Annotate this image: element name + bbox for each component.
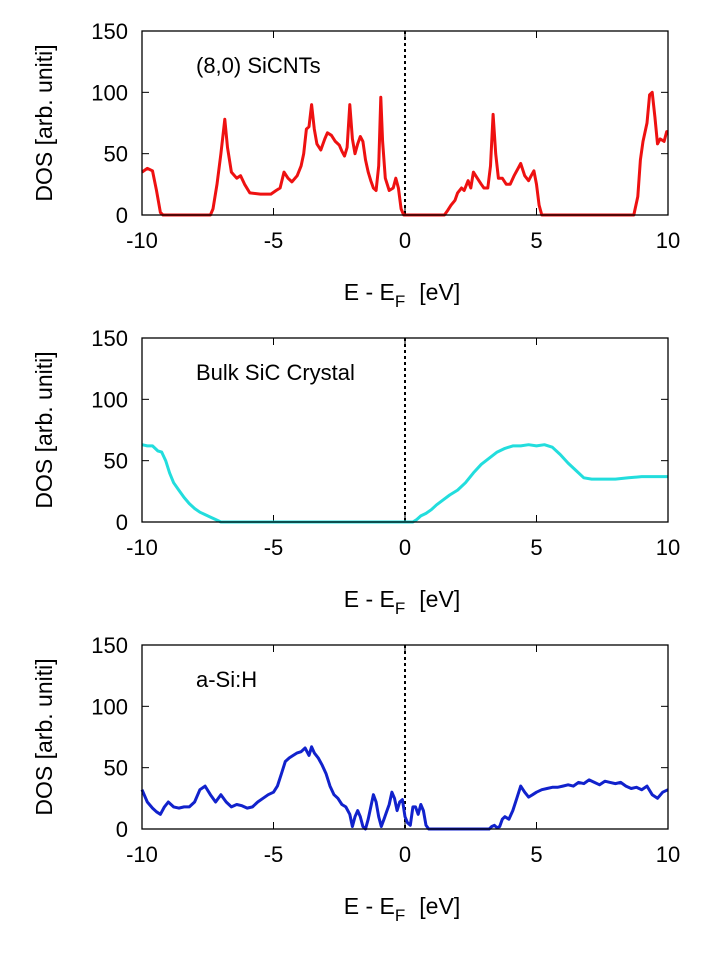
plot-frame bbox=[141, 644, 669, 830]
x-tick-label: 5 bbox=[530, 228, 542, 253]
y-axis-label: DOS [arb. uniti] bbox=[31, 44, 57, 201]
x-tick-label: 10 bbox=[656, 842, 680, 867]
x-axis-label: E - EF [eV] bbox=[344, 279, 460, 311]
x-axis-label: E - EF [eV] bbox=[344, 586, 460, 618]
panel-annotation: Bulk SiC Crystal bbox=[196, 360, 355, 385]
x-tick-label: 0 bbox=[399, 842, 411, 867]
plot-frame bbox=[141, 337, 669, 523]
y-tick-label: 100 bbox=[91, 694, 128, 719]
x-tick-label: -10 bbox=[126, 842, 158, 867]
plot-frame bbox=[141, 30, 669, 216]
y-axis-label: DOS [arb. uniti] bbox=[31, 658, 57, 815]
y-tick-label: 100 bbox=[91, 80, 128, 105]
x-tick-label: 10 bbox=[656, 535, 680, 560]
x-axis-label: E - EF [eV] bbox=[344, 893, 460, 925]
x-tick-label: -10 bbox=[126, 535, 158, 560]
x-tick-label: 10 bbox=[656, 228, 680, 253]
dos-curve bbox=[141, 90, 669, 217]
dos-curve bbox=[140, 745, 669, 831]
y-tick-label: 0 bbox=[116, 203, 128, 228]
x-axis-label-subscript: F bbox=[395, 906, 405, 925]
x-tick-label: -5 bbox=[264, 228, 284, 253]
panel-annotation: a-Si:H bbox=[196, 667, 257, 692]
y-tick-label: 50 bbox=[104, 449, 128, 474]
x-tick-label: 0 bbox=[399, 535, 411, 560]
dos-curve bbox=[141, 443, 668, 524]
x-axis-label-main: E - E bbox=[344, 586, 395, 612]
y-tick-label: 50 bbox=[104, 142, 128, 167]
x-tick-label: 5 bbox=[530, 535, 542, 560]
y-tick-label: 150 bbox=[91, 19, 128, 44]
y-axis-label: DOS [arb. uniti] bbox=[31, 351, 57, 508]
y-tick-label: 150 bbox=[91, 326, 128, 351]
x-tick-label: -10 bbox=[126, 228, 158, 253]
x-tick-label: 0 bbox=[399, 228, 411, 253]
x-axis-label-unit: [eV] bbox=[419, 893, 460, 919]
y-tick-label: 100 bbox=[91, 387, 128, 412]
x-axis-label-unit: [eV] bbox=[419, 279, 460, 305]
x-tick-label: -5 bbox=[264, 842, 284, 867]
x-axis-label-subscript: F bbox=[395, 292, 405, 311]
y-tick-label: 0 bbox=[116, 510, 128, 535]
x-axis-label-main: E - E bbox=[344, 893, 395, 919]
y-tick-label: 150 bbox=[91, 633, 128, 658]
x-axis-label-unit: [eV] bbox=[419, 586, 460, 612]
x-tick-label: 5 bbox=[530, 842, 542, 867]
y-tick-label: 50 bbox=[104, 756, 128, 781]
x-tick-label: -5 bbox=[264, 535, 284, 560]
x-axis-label-main: E - E bbox=[344, 279, 395, 305]
x-axis-label-subscript: F bbox=[395, 599, 405, 618]
panel-annotation: (8,0) SiCNTs bbox=[196, 53, 321, 78]
y-tick-label: 0 bbox=[116, 817, 128, 842]
